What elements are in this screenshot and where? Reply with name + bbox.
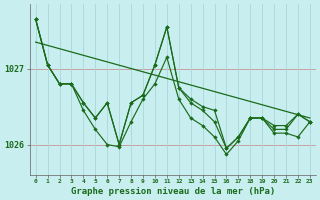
X-axis label: Graphe pression niveau de la mer (hPa): Graphe pression niveau de la mer (hPa): [71, 187, 275, 196]
